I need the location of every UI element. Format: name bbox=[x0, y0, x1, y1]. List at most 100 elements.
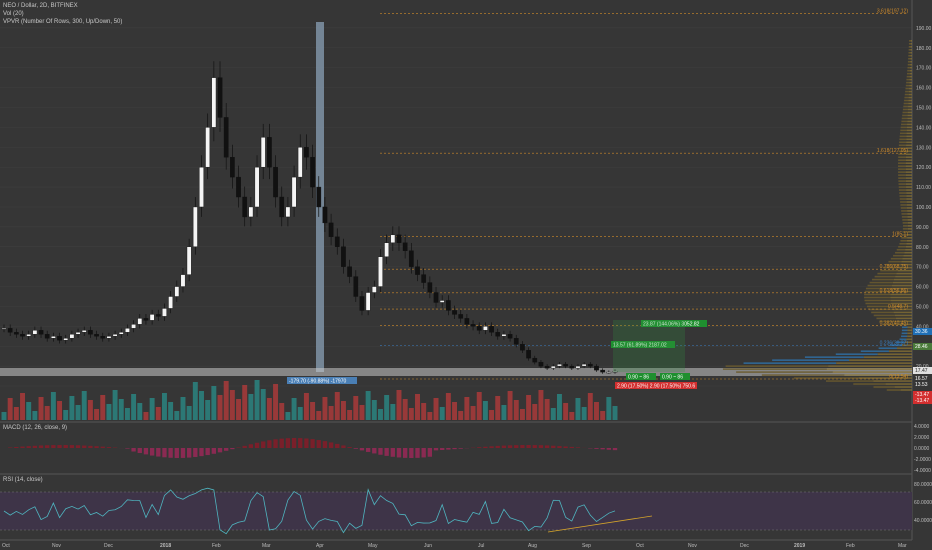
long-position-zone bbox=[613, 320, 685, 372]
vpvr-row-down bbox=[892, 308, 912, 311]
vpvr-row-down bbox=[828, 365, 912, 367]
candle-body bbox=[464, 318, 470, 325]
price-axis-labels: 10.0020.0030.0040.0050.0060.0070.0080.00… bbox=[913, 26, 932, 404]
macd-bar bbox=[594, 448, 599, 449]
x-tick-label: Apr bbox=[316, 543, 324, 549]
vpvr-row-up bbox=[900, 201, 907, 203]
vpvr-row-up bbox=[907, 66, 910, 69]
volume-bar bbox=[415, 394, 420, 420]
macd-bar bbox=[69, 445, 75, 448]
macd-label[interactable]: MACD (12, 26, close, 9) bbox=[3, 425, 68, 431]
rsi-line bbox=[3, 487, 616, 535]
vpvr-row-down bbox=[910, 48, 912, 51]
vpvr-row-down bbox=[910, 57, 912, 60]
macd-bar bbox=[82, 445, 87, 448]
volume-bar bbox=[112, 390, 118, 420]
vpvr-row-up bbox=[865, 287, 892, 290]
volume-bar bbox=[180, 397, 186, 420]
vpvr-row-down bbox=[907, 234, 912, 236]
vol-indicator-label[interactable]: Vol (20) bbox=[3, 11, 24, 17]
vpvr-row-down bbox=[900, 263, 912, 266]
vpvr-row-down bbox=[907, 231, 912, 233]
vpvr-row-up bbox=[902, 231, 908, 233]
candle-body bbox=[155, 314, 161, 317]
vpvr-row-up bbox=[896, 341, 905, 344]
vpvr-row-up bbox=[898, 245, 906, 248]
volume-bar bbox=[532, 404, 538, 420]
price-scale-value: -13.47 bbox=[915, 392, 929, 398]
y-tick-label: 80.00 bbox=[916, 245, 929, 251]
vpvr-row-up bbox=[871, 311, 894, 314]
macd-bar bbox=[267, 440, 272, 448]
macd-bar bbox=[14, 447, 19, 448]
candle-body bbox=[594, 365, 599, 371]
volume-bar bbox=[44, 406, 50, 420]
candle-body bbox=[205, 127, 211, 168]
vpvr-row-down bbox=[836, 362, 912, 364]
vpvr-row-down bbox=[906, 189, 912, 191]
candles bbox=[1, 61, 618, 374]
macd-bar bbox=[211, 448, 216, 454]
macd-tick-label: 4.0000 bbox=[914, 424, 930, 430]
vpvr-row-down bbox=[907, 219, 912, 221]
vpvr-row-down bbox=[910, 63, 912, 66]
vpvr-row-down bbox=[906, 198, 912, 200]
volume-bar bbox=[402, 399, 408, 420]
y-tick-label: 40.00 bbox=[916, 324, 929, 330]
candle-body bbox=[587, 363, 593, 367]
vpvr-row-down bbox=[909, 78, 912, 81]
vpvr-row-up bbox=[871, 278, 894, 281]
volume-bar bbox=[328, 406, 334, 420]
price-grid bbox=[0, 0, 913, 540]
macd-bar bbox=[261, 441, 266, 448]
macd-bar bbox=[316, 440, 321, 448]
vpvr-row-down bbox=[898, 266, 912, 269]
vpvr-row-up bbox=[886, 389, 901, 391]
vpvr-row-up bbox=[864, 293, 891, 296]
candle-body bbox=[347, 266, 352, 277]
symbol-title[interactable]: NEO / Dollar, 2D, BITFINEX bbox=[3, 3, 78, 9]
annotation-box bbox=[287, 377, 357, 384]
volume-bar bbox=[75, 405, 81, 420]
vpvr-row-down bbox=[905, 248, 912, 251]
macd-bar bbox=[501, 445, 507, 448]
macd-bar bbox=[403, 448, 408, 458]
volume-bar bbox=[1, 412, 7, 420]
vpvr-row-down bbox=[907, 111, 912, 114]
vpvr-row-up bbox=[865, 302, 892, 305]
vpvr-row-up bbox=[896, 248, 906, 251]
vpvr-row-down bbox=[890, 293, 912, 296]
macd-bar bbox=[563, 446, 568, 448]
macd-bar bbox=[63, 445, 68, 448]
vpvr-row-up bbox=[907, 60, 911, 63]
vpvr-row-down bbox=[897, 320, 912, 323]
candle-body bbox=[507, 334, 513, 339]
vpvr-row-up bbox=[874, 275, 896, 278]
volume-bar bbox=[137, 403, 143, 420]
candle-body bbox=[223, 117, 229, 158]
vpvr-row-down bbox=[905, 177, 912, 179]
volume-bar bbox=[390, 404, 396, 420]
volume-bar bbox=[13, 407, 19, 420]
x-tick-label: Jul bbox=[478, 543, 484, 549]
rsi-label[interactable]: RSI (14, close) bbox=[3, 477, 43, 483]
y-tick-label: 130.00 bbox=[916, 145, 932, 151]
price-scale-tag bbox=[913, 328, 932, 335]
candle-body bbox=[550, 365, 556, 369]
candle-body bbox=[162, 308, 167, 317]
vpvr-row-up bbox=[903, 105, 909, 108]
x-tick-label: Sep bbox=[582, 543, 591, 549]
vpvr-row-up bbox=[866, 305, 892, 308]
vpvr-indicator-label[interactable]: VPVR (Number Of Rows, 300, Up/Down, 50) bbox=[3, 19, 123, 25]
vpvr-row-up bbox=[899, 338, 907, 341]
macd-bar bbox=[168, 448, 173, 458]
vpvr-row-up bbox=[899, 198, 907, 200]
volume-bar bbox=[556, 394, 562, 420]
vpvr-row-up bbox=[873, 386, 895, 388]
candle-body bbox=[452, 310, 457, 315]
volume-bar bbox=[365, 391, 371, 420]
vpvr-row-up bbox=[902, 222, 908, 224]
y-tick-label: 170.00 bbox=[916, 66, 932, 72]
candle-body bbox=[44, 334, 50, 339]
